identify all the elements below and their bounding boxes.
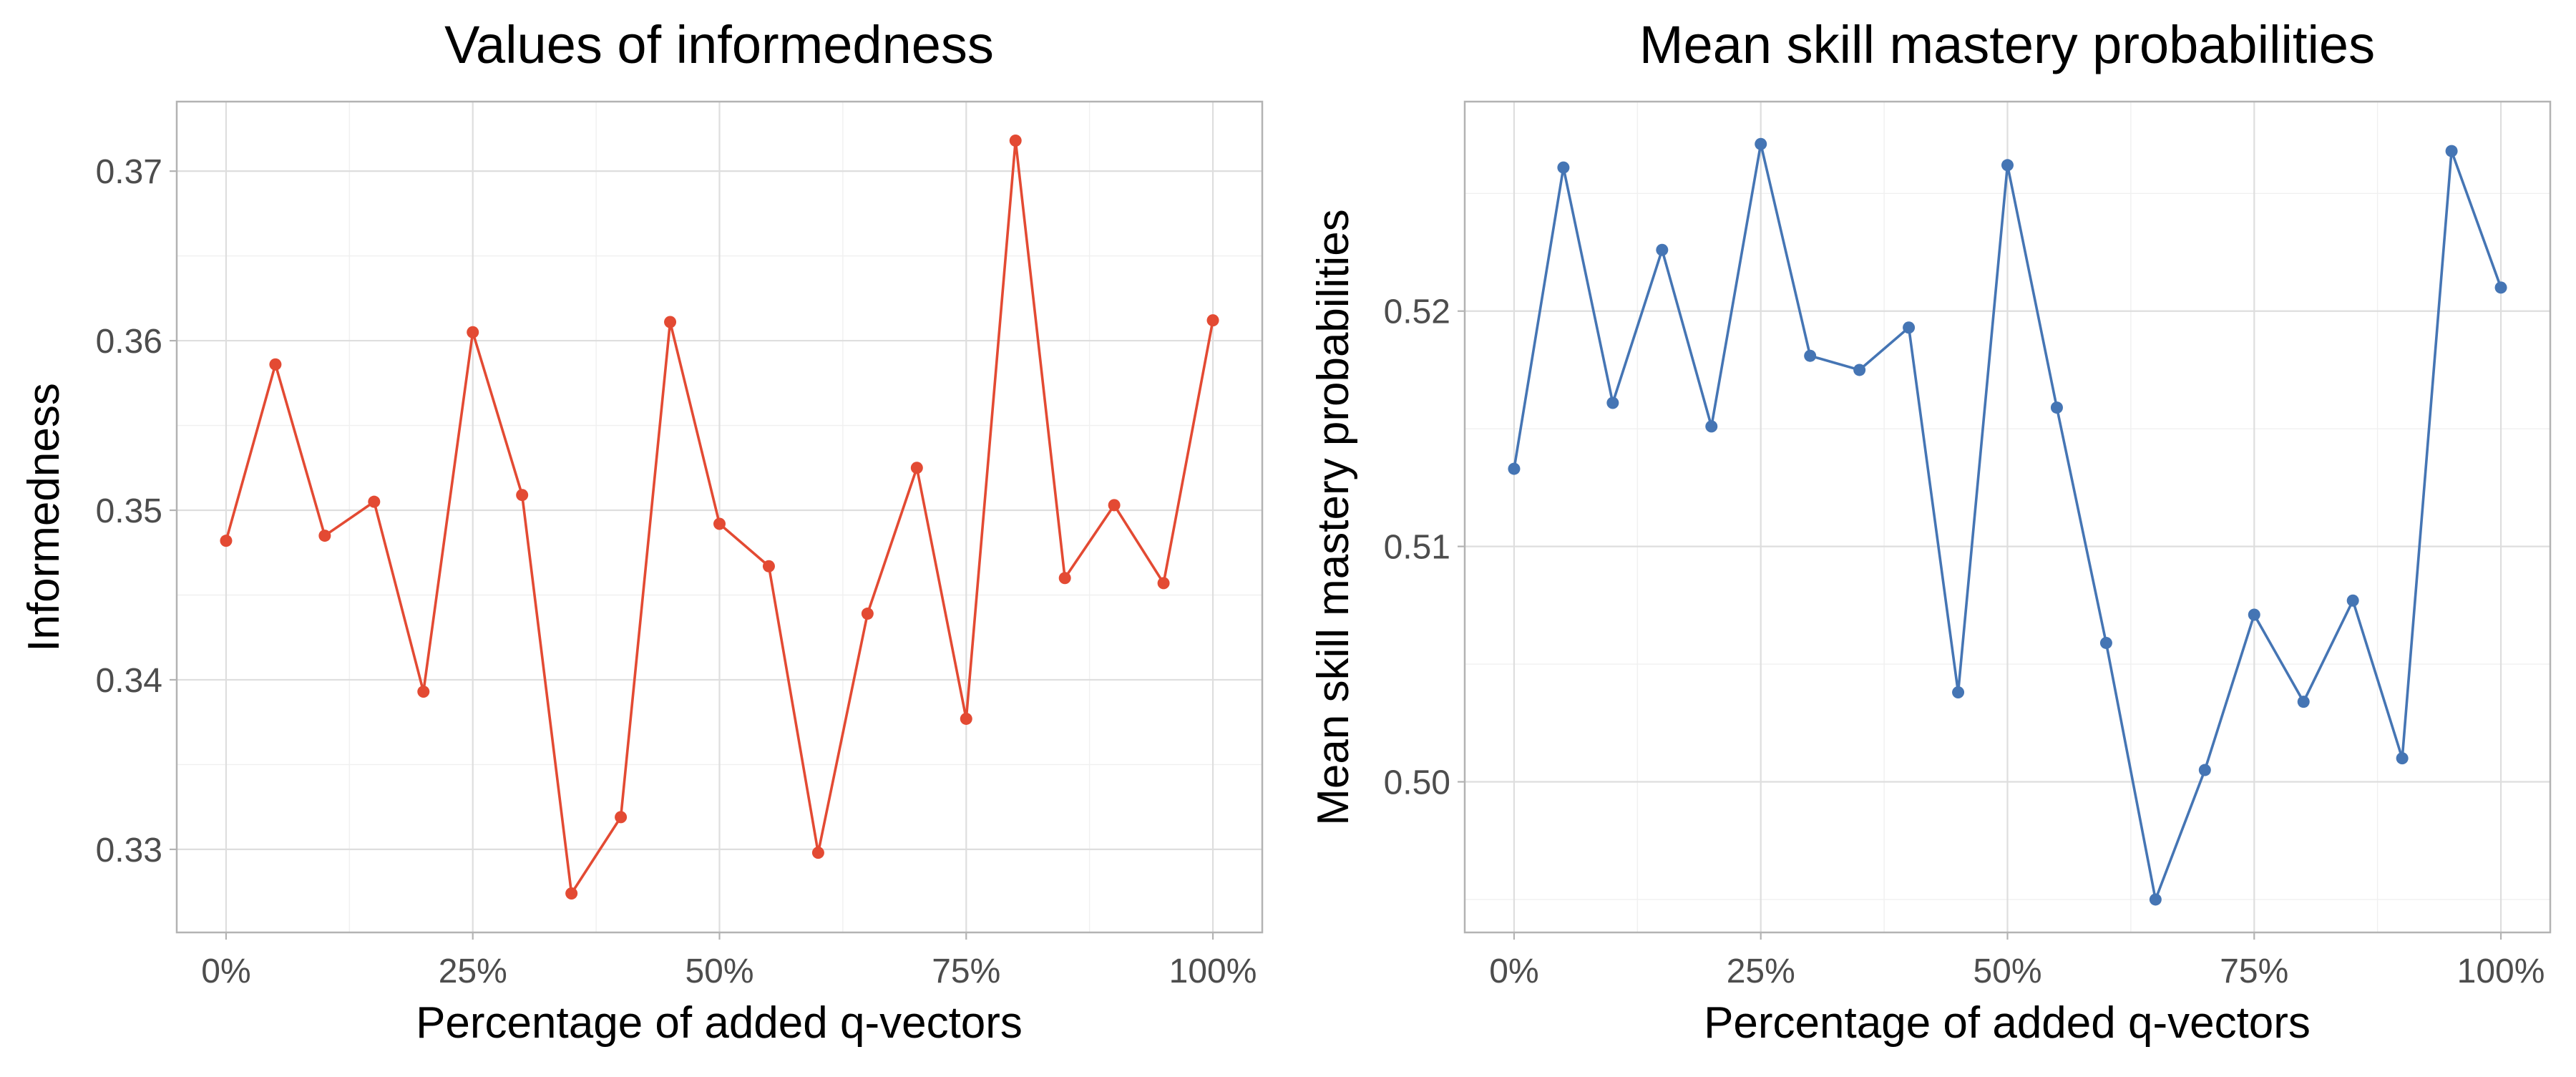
data-point	[713, 517, 726, 530]
data-point	[2297, 696, 2310, 708]
chart-title-informedness: Values of informedness	[444, 15, 994, 74]
data-point	[1705, 420, 1718, 433]
y-axis-label-informedness: Informedness	[19, 383, 69, 652]
x-tick-label: 25%	[1727, 952, 1795, 990]
chart-title-mastery: Mean skill mastery probabilities	[1639, 15, 2375, 74]
panel-border	[175, 100, 1264, 934]
data-point	[1157, 577, 1170, 590]
data-point	[1755, 137, 1767, 150]
y-tick-label: 0.52	[1384, 293, 1450, 331]
data-point	[1058, 572, 1071, 585]
x-axis-label-informedness: Percentage of added q-vectors	[416, 998, 1023, 1048]
y-tick-label: 0.51	[1384, 529, 1450, 567]
data-point	[960, 712, 972, 725]
data-point	[664, 316, 677, 328]
panel-informedness: 0% 25% 50% 75% 100% 0.33 0.34 0.35 0.36 0.37	[96, 100, 1264, 990]
data-point	[516, 489, 529, 502]
x-axis-label-mastery: Percentage of added q-vectors	[1704, 998, 2311, 1048]
data-point	[1606, 396, 1619, 409]
data-point	[467, 326, 479, 338]
data-point	[2050, 401, 2063, 414]
panel-border	[1463, 100, 2552, 934]
y-tick-label: 0.33	[96, 832, 162, 869]
data-point	[1804, 349, 1817, 362]
data-point	[1108, 499, 1121, 512]
data-point	[910, 462, 923, 474]
data-point	[2445, 145, 2458, 157]
data-point	[2149, 893, 2162, 906]
data-point	[861, 608, 874, 620]
x-tick-label: 25%	[439, 952, 507, 990]
y-tick-label: 0.50	[1384, 764, 1450, 802]
x-tick-label: 50%	[685, 952, 753, 990]
data-point	[1903, 321, 1916, 334]
x-tick-label: 75%	[932, 952, 1000, 990]
data-point	[269, 358, 282, 371]
x-tick-label: 50%	[1973, 952, 2041, 990]
data-point	[762, 560, 775, 572]
x-tick-label: 100%	[1169, 952, 1257, 990]
data-point	[1206, 314, 1219, 327]
data-point	[615, 811, 628, 824]
data-point	[2346, 594, 2359, 607]
data-point	[1952, 686, 1965, 699]
x-tick-label: 0%	[201, 952, 250, 990]
data-point	[2099, 636, 2112, 649]
data-point	[2396, 752, 2409, 765]
data-point	[2001, 159, 2014, 172]
x-tick-label: 75%	[2220, 952, 2288, 990]
data-point	[2198, 764, 2211, 776]
data-point	[318, 530, 331, 542]
data-point	[1009, 134, 1022, 147]
data-point	[220, 535, 233, 547]
panel-mastery: 0% 25% 50% 75% 100% 0.50 0.51 0.52	[1384, 100, 2552, 990]
x-tick-label: 0%	[1489, 952, 1538, 990]
data-point	[565, 887, 578, 900]
data-point	[417, 686, 430, 698]
y-axis-label-mastery: Mean skill mastery probabilities	[1309, 209, 1358, 825]
data-point	[1557, 161, 1570, 174]
data-point	[1656, 243, 1669, 256]
y-tick-label: 0.34	[96, 662, 162, 700]
data-point	[811, 847, 824, 859]
y-tick-label: 0.36	[96, 323, 162, 361]
x-tick-label: 100%	[2457, 952, 2545, 990]
data-point	[1508, 462, 1521, 475]
data-point	[2494, 281, 2507, 294]
y-tick-label: 0.35	[96, 492, 162, 530]
y-tick-label: 0.37	[96, 153, 162, 191]
data-point	[1853, 364, 1866, 376]
data-point	[2248, 608, 2260, 621]
data-point	[368, 495, 381, 508]
